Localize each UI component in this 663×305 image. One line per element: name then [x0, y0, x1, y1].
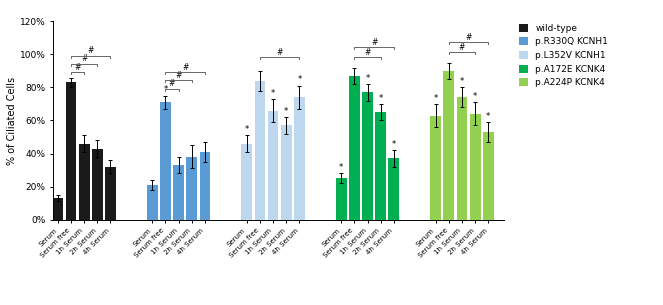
Text: *: * — [297, 75, 302, 84]
Bar — [281, 125, 292, 220]
Bar — [66, 82, 76, 220]
Text: #: # — [88, 46, 94, 55]
Bar — [147, 185, 158, 220]
Text: #: # — [459, 43, 465, 52]
Bar — [349, 76, 360, 220]
Legend: wild-type, p.R330Q KCNH1, p.L352V KCNH1, p.A172E KCNK4, p.A224P KCNK4: wild-type, p.R330Q KCNH1, p.L352V KCNH1,… — [517, 22, 610, 89]
Text: *: * — [379, 94, 383, 102]
Text: #: # — [365, 48, 371, 57]
Text: #: # — [169, 79, 175, 88]
Text: #: # — [465, 33, 472, 42]
Bar — [444, 71, 454, 220]
Bar — [186, 157, 197, 220]
Bar — [470, 114, 481, 220]
Text: #: # — [81, 55, 88, 63]
Text: *: * — [163, 85, 168, 94]
Bar — [483, 132, 494, 220]
Text: *: * — [392, 140, 396, 149]
Bar — [430, 116, 441, 220]
Bar — [200, 152, 210, 220]
Text: *: * — [271, 89, 275, 98]
Bar — [92, 149, 103, 220]
Bar — [79, 144, 90, 220]
Bar — [389, 159, 399, 220]
Bar — [105, 167, 116, 220]
Text: *: * — [365, 74, 370, 83]
Text: #: # — [182, 63, 188, 72]
Bar — [52, 198, 63, 220]
Bar — [268, 110, 278, 220]
Bar — [255, 81, 265, 220]
Text: #: # — [276, 48, 283, 57]
Bar — [336, 178, 347, 220]
Text: #: # — [176, 71, 182, 80]
Text: #: # — [371, 38, 377, 47]
Bar — [362, 92, 373, 220]
Text: #: # — [74, 63, 81, 72]
Bar — [160, 102, 171, 220]
Bar — [375, 112, 386, 220]
Bar — [241, 144, 252, 220]
Text: *: * — [245, 125, 249, 134]
Text: *: * — [460, 77, 464, 86]
Bar — [457, 97, 467, 220]
Text: *: * — [284, 107, 288, 116]
Text: *: * — [339, 163, 343, 172]
Bar — [294, 97, 305, 220]
Text: *: * — [473, 92, 477, 101]
Y-axis label: % of Ciliated Cells: % of Ciliated Cells — [7, 77, 17, 164]
Text: *: * — [486, 112, 491, 121]
Bar — [173, 165, 184, 220]
Text: *: * — [434, 94, 438, 102]
